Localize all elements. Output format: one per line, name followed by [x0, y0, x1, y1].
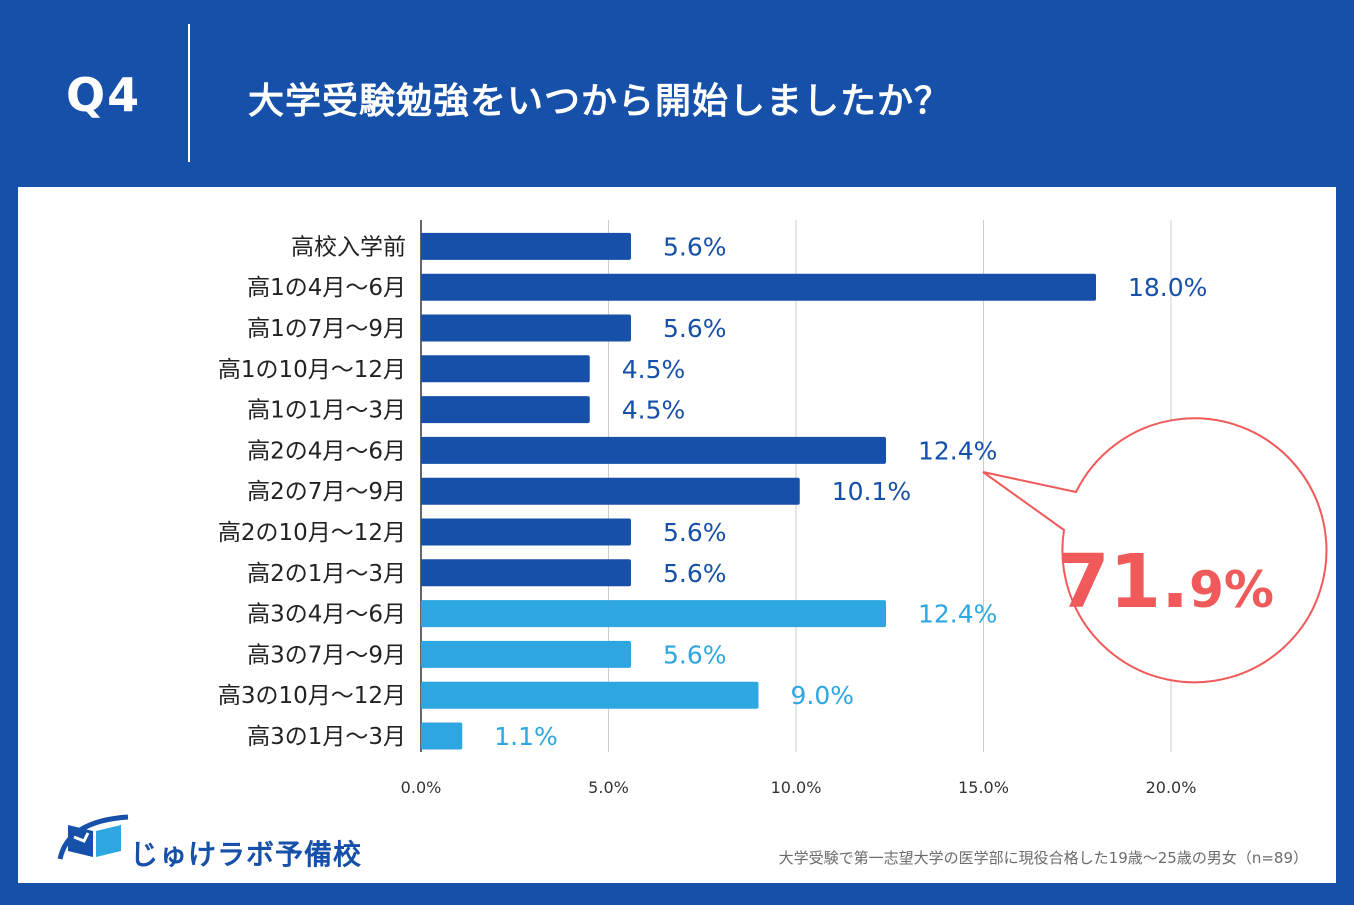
- book-logo-icon: [57, 814, 129, 860]
- bar: [421, 273, 1096, 301]
- bar: [421, 314, 631, 342]
- category-label: 高3の7月～9月: [247, 642, 406, 668]
- category-label: 高3の10月～12月: [218, 683, 406, 709]
- category-label: 高2の1月～3月: [247, 561, 406, 587]
- value-label: 12.4%: [918, 600, 997, 629]
- value-label: 5.6%: [663, 559, 727, 588]
- bar-chart: 0.0% 5.0% 10.0% 15.0% 20.0% 高校入学前 5.6% 高1の4月～6月…: [218, 220, 1328, 797]
- question-title: 大学受験勉強をいつから開始しましたか？: [248, 81, 952, 122]
- x-tick-label: 10.0%: [771, 778, 822, 797]
- category-label: 高3の1月～3月: [247, 724, 406, 750]
- category-label: 高1の4月～6月: [247, 275, 406, 301]
- chart-panel: 0.0% 5.0% 10.0% 15.0% 20.0% 高校入学前 5.6% 高1の4月～6月…: [18, 187, 1336, 883]
- x-tick-label: 15.0%: [958, 778, 1009, 797]
- bar: [421, 477, 800, 505]
- logo-text: じゅけラボ予備校: [130, 838, 363, 871]
- bar: [421, 681, 759, 709]
- bar: [421, 518, 631, 546]
- value-label: 5.6%: [663, 518, 727, 547]
- value-label: 12.4%: [918, 436, 997, 465]
- bar: [421, 600, 886, 628]
- value-label: 4.5%: [622, 355, 686, 384]
- category-label: 高1の1月～3月: [247, 398, 406, 424]
- value-label: 5.6%: [663, 314, 727, 343]
- x-tick-label: 0.0%: [401, 778, 442, 797]
- callout-bubble: [982, 417, 1328, 684]
- value-label: 5.6%: [663, 640, 727, 669]
- value-label: 1.1%: [494, 722, 558, 751]
- category-label: 高3の4月～6月: [247, 602, 406, 628]
- category-label: 高2の7月～9月: [247, 479, 406, 505]
- bar: [421, 722, 463, 750]
- bar: [421, 396, 590, 424]
- x-tick-label: 5.0%: [588, 778, 629, 797]
- callout-value: 71.9%: [1058, 539, 1274, 625]
- bar: [421, 559, 631, 587]
- category-label: 高校入学前: [291, 234, 406, 260]
- value-label: 5.6%: [663, 232, 727, 261]
- value-label: 4.5%: [622, 396, 686, 425]
- bar: [421, 640, 631, 668]
- value-label: 10.1%: [832, 477, 911, 506]
- category-label: 高2の10月～12月: [218, 520, 406, 546]
- question-number: Q4: [66, 68, 142, 122]
- category-label: 高2の4月～6月: [247, 438, 406, 464]
- value-label: 9.0%: [791, 681, 855, 710]
- category-label: 高1の7月～9月: [247, 316, 406, 342]
- x-tick-label: 20.0%: [1146, 778, 1197, 797]
- category-label: 高1の10月～12月: [218, 357, 406, 383]
- header-divider: [188, 24, 190, 162]
- header: Q4 大学受験勉強をいつから開始しましたか？: [0, 0, 1354, 186]
- bar: [421, 232, 631, 260]
- bar: [421, 355, 590, 383]
- bar: [421, 436, 886, 464]
- survey-note: 大学受験で第一志望大学の医学部に現役合格した19歳～25歳の男女（n=89）: [778, 849, 1308, 867]
- value-label: 18.0%: [1128, 273, 1207, 302]
